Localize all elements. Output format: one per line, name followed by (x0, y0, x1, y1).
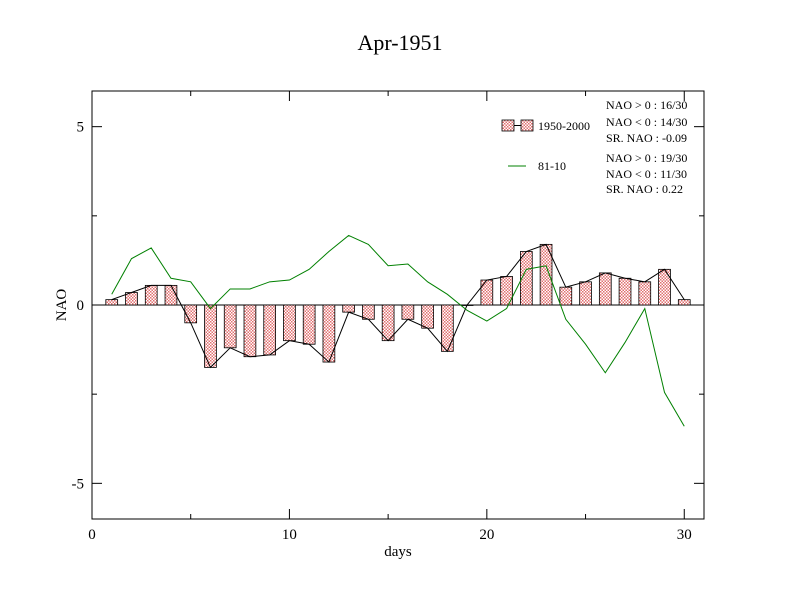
bar-day-14 (362, 304, 375, 320)
stat-1950-2000-pos: NAO > 0 : 16/30 (606, 98, 687, 112)
chart-title: Apr-1951 (357, 30, 442, 55)
bar-day-16 (401, 304, 415, 320)
bar-day-15 (381, 304, 395, 342)
y-tick-label--5: -5 (72, 476, 85, 492)
y-axis-label: NAO (54, 289, 70, 322)
stat-1950-2000-sr: SR. NAO : -0.09 (606, 131, 687, 145)
x-tick-label-0: 0 (88, 527, 96, 543)
legend-bar-swatch-right (520, 119, 534, 132)
axis-ticks: 0 10 20 30 -5 0 5 (72, 91, 704, 543)
x-tick-label-20: 20 (479, 527, 494, 543)
line-81-10 (111, 234, 685, 427)
bar-day-18 (441, 304, 454, 352)
bar-day-28 (638, 281, 652, 306)
bar-day-7 (223, 304, 237, 349)
legend-label-1950-2000: 1950-2000 (538, 119, 590, 133)
bar-day-10 (283, 304, 296, 342)
legend: 1950-2000 81-10 NAO > 0 : 16/30 NAO < 0 … (501, 98, 687, 196)
bar-day-25 (579, 281, 592, 306)
y-tick-label-5: 5 (77, 120, 85, 136)
bar-day-26 (598, 272, 612, 306)
y-tick-label-0: 0 (77, 298, 85, 314)
line-1950-2000 (111, 243, 685, 369)
bar-day-8 (243, 304, 257, 358)
bar-day-17 (421, 304, 434, 329)
stat-81-10-neg: NAO < 0 : 11/30 (606, 167, 687, 181)
x-tick-label-30: 30 (677, 527, 692, 543)
bar-day-12 (322, 304, 336, 363)
bar-day-29 (658, 268, 671, 306)
bar-day-3 (144, 284, 158, 306)
bar-day-1 (105, 299, 119, 306)
bar-day-24 (559, 286, 573, 306)
bar-day-4 (164, 284, 178, 306)
legend-bar-swatch-left (501, 119, 515, 132)
legend-label-81-10: 81-10 (538, 159, 566, 173)
bar-day-9 (263, 304, 277, 356)
line-series (111, 234, 685, 427)
x-axis-label: days (384, 544, 412, 560)
bar-day-20 (480, 279, 494, 306)
bar-day-30 (677, 299, 691, 306)
bar-day-11 (302, 304, 316, 345)
bar-day-27 (618, 277, 632, 306)
stat-81-10-sr: SR. NAO : 0.22 (606, 182, 683, 196)
bar-series (105, 243, 691, 368)
stat-1950-2000-neg: NAO < 0 : 14/30 (606, 115, 687, 129)
x-tick-label-10: 10 (282, 527, 297, 543)
stat-81-10-pos: NAO > 0 : 19/30 (606, 151, 687, 165)
bar-day-13 (342, 304, 355, 313)
